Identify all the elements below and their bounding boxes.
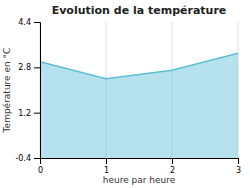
tick-mark	[172, 158, 173, 164]
tick: -0.4	[15, 154, 40, 163]
y-axis: -0.4 1.2 2.8 4.4	[15, 18, 40, 163]
tick: 2	[170, 158, 175, 175]
line	[40, 53, 238, 79]
area	[40, 53, 238, 158]
tick-mark	[34, 22, 40, 23]
axis-line	[34, 23, 41, 159]
grid	[40, 22, 238, 158]
tick: 0	[38, 158, 43, 175]
title: Evolution de la température	[52, 4, 227, 17]
tick-label: 1	[104, 166, 109, 175]
axis-line	[41, 159, 239, 165]
marks	[40, 53, 238, 158]
tick-label: 2.8	[18, 63, 31, 72]
tick-mark	[106, 158, 107, 164]
x-axis: 0 1 2 3	[38, 158, 241, 175]
x-axis-title: heure par heure	[103, 175, 176, 185]
tick: 2.8	[18, 63, 40, 72]
tick-label: 1.2	[18, 109, 31, 118]
tick-mark	[34, 158, 40, 159]
tick: 1.2	[18, 109, 40, 118]
chart: 0 1 2 3 -0.4 1.2 2.8 4.4 Evolution de la tempéra…	[0, 0, 250, 188]
tick-mark	[34, 67, 40, 68]
tick-label: 4.4	[18, 18, 31, 27]
tick: 1	[104, 158, 109, 175]
y-axis-title: Température en °C	[2, 48, 12, 134]
plot: 0 1 2 3 -0.4 1.2 2.8 4.4	[15, 18, 241, 175]
tick-label: 0	[38, 166, 43, 175]
tick-mark	[238, 158, 239, 164]
tick: 4.4	[18, 18, 40, 27]
tick-mark	[34, 113, 40, 114]
tick-label: 3	[236, 166, 241, 175]
tick: 3	[236, 158, 241, 175]
tick-label: -0.4	[15, 154, 31, 163]
tick-label: 2	[170, 166, 175, 175]
